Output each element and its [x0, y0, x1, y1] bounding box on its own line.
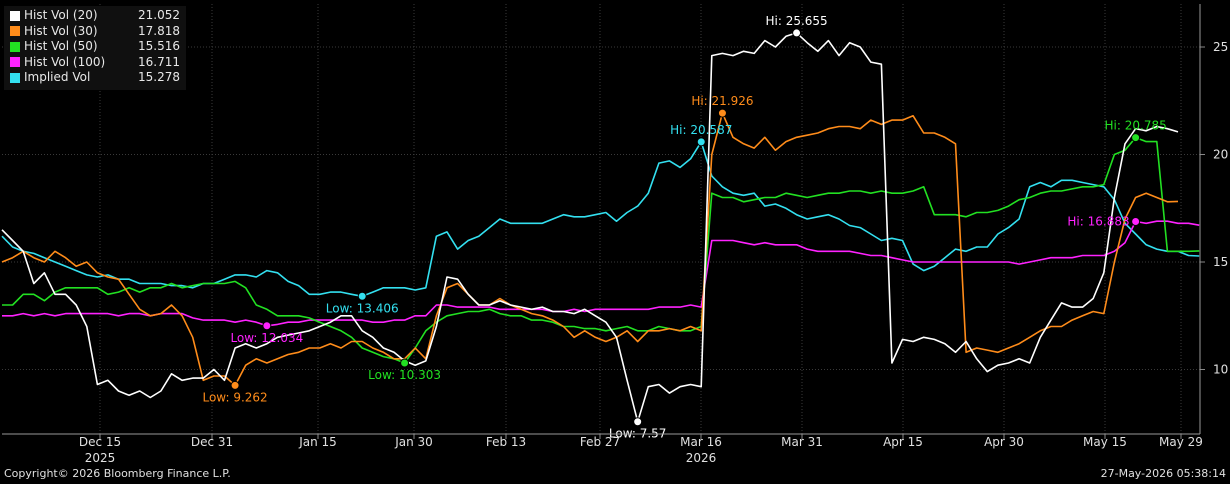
series-line-hist-vol-20: [1, 32, 1179, 423]
year-label: 2026: [686, 451, 717, 465]
annotation-label: Hi: 20.785: [1105, 119, 1167, 133]
y-tick-label: 20: [1213, 148, 1228, 162]
legend-series-name: Hist Vol (100): [24, 54, 106, 69]
x-tick-label: Apr 30: [984, 435, 1024, 449]
x-tick-label: May 15: [1083, 435, 1127, 449]
x-tick-label: Dec 15: [79, 435, 121, 449]
series-layer: [1, 32, 1200, 423]
series-line-implied-vol: [1, 141, 1200, 298]
annotation-marker: [230, 380, 240, 390]
legend-series-value: 21.052: [138, 8, 180, 22]
annotation-marker: [1131, 217, 1141, 227]
legend-item: Implied Vol 15.278: [10, 70, 180, 86]
annotation-marker: [400, 358, 410, 368]
legend-swatch: [10, 72, 20, 83]
annotation-label: Low: 9.262: [202, 390, 267, 404]
legend-series-value: 15.516: [138, 39, 180, 53]
y-tick-label: 10: [1213, 363, 1228, 377]
x-tick-label: Mar 16: [680, 435, 722, 449]
annotation-marker: [262, 321, 272, 331]
series-line-hist-vol-100: [2, 220, 1200, 327]
x-tick-label: Feb 27: [580, 435, 620, 449]
annotation-marker: [357, 291, 367, 301]
x-tick-label: Jan 30: [394, 435, 433, 449]
legend-series-name: Implied Vol: [24, 70, 91, 84]
x-tick-label: Apr 15: [883, 435, 923, 449]
legend-item: Hist Vol (100) 16.711: [10, 55, 180, 71]
x-tick-label: Jan 15: [298, 435, 337, 449]
annotation-label: Low: 12.034: [230, 331, 303, 345]
annotation-marker: [717, 108, 727, 118]
legend-series-name: Hist Vol (30): [24, 23, 98, 38]
legend: Hist Vol (20) 21.052 Hist Vol (30) 17.818 Hi…: [4, 6, 186, 90]
x-tick-label: Dec 31: [191, 435, 233, 449]
legend-item: Hist Vol (50) 15.516: [10, 39, 180, 55]
annotation-marker: [792, 28, 802, 38]
copyright-text: Copyright© 2026 Bloomberg Finance L.P.: [4, 467, 231, 480]
legend-swatch: [10, 57, 20, 68]
x-tick-label: Feb 13: [486, 435, 526, 449]
annotation-label: Hi: 21.926: [691, 94, 753, 108]
legend-series-name: Hist Vol (20): [24, 8, 98, 22]
annotation-label: Low: 10.303: [368, 368, 441, 382]
annotation-label: Low: 13.406: [326, 301, 399, 315]
annotation-label: Hi: 20.587: [670, 123, 732, 137]
year-label: 2025: [85, 451, 116, 465]
legend-swatch: [10, 41, 20, 52]
legend-series-value: 15.278: [138, 70, 180, 84]
legend-series-value: 16.711: [138, 54, 180, 69]
annotation-label: Hi: 16.883: [1067, 215, 1129, 229]
timestamp-text: 27-May-2026 05:38:14: [1100, 467, 1226, 480]
annotation-marker: [633, 417, 643, 427]
x-tick-label: May 29: [1159, 435, 1203, 449]
legend-swatch: [10, 26, 20, 37]
series-line-hist-vol-50: [2, 136, 1200, 364]
legend-series-name: Hist Vol (50): [24, 39, 98, 53]
annotation-label: Hi: 25.655: [765, 14, 827, 28]
y-tick-label: 15: [1213, 255, 1228, 269]
legend-swatch: [10, 10, 20, 21]
legend-item: Hist Vol (20) 21.052: [10, 8, 180, 24]
x-tick-label: Mar 31: [781, 435, 823, 449]
y-tick-label: 25: [1213, 40, 1228, 54]
annotation-marker: [1131, 133, 1141, 143]
legend-item: Hist Vol (30) 17.818: [10, 24, 180, 40]
legend-series-value: 17.818: [138, 23, 180, 38]
annotation-marker: [696, 137, 706, 147]
series-line-hist-vol-30: [1, 112, 1179, 387]
